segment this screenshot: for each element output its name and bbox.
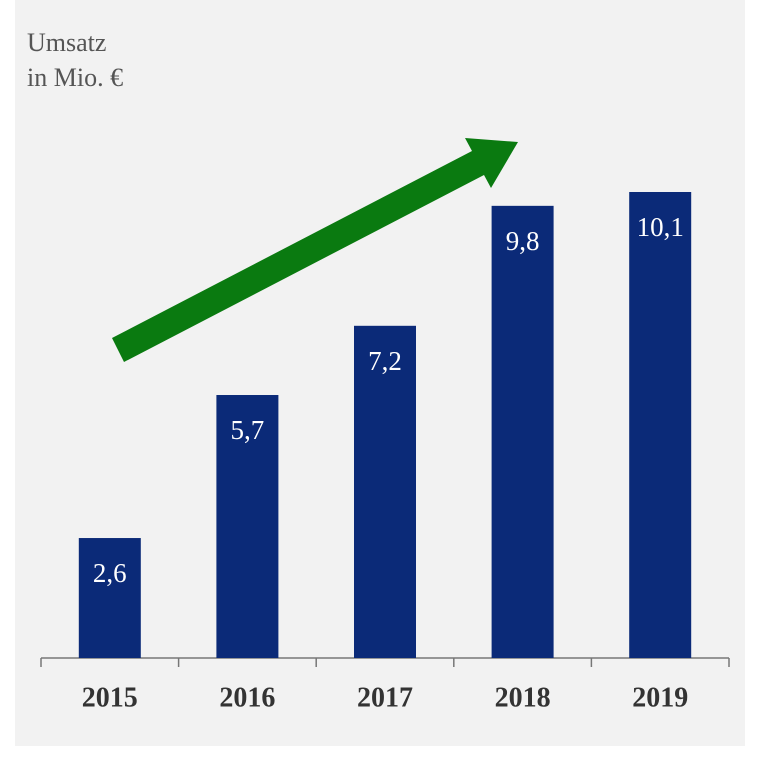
bar (79, 538, 141, 658)
value-label: 7,2 (368, 346, 402, 376)
x-tick-label: 2018 (495, 682, 551, 713)
x-tick-label: 2017 (357, 682, 413, 713)
x-tick-label: 2019 (632, 682, 688, 713)
value-label: 9,8 (506, 226, 540, 256)
value-label: 2,6 (93, 558, 127, 588)
bar (629, 192, 691, 658)
bar (492, 206, 554, 658)
value-label: 10,1 (637, 212, 684, 242)
x-tick-label: 2016 (219, 682, 275, 713)
chart: Umsatz in Mio. € 2,6 5,7 7,2 9,8 10,1 2015 20… (0, 0, 759, 757)
page: Umsatz in Mio. € 2,6 5,7 7,2 9,8 10,1 2015 20… (0, 0, 759, 757)
x-tick-label: 2015 (82, 682, 138, 713)
value-label: 5,7 (231, 415, 265, 445)
chart-title: Umsatz (27, 28, 106, 57)
chart-subtitle: in Mio. € (27, 63, 123, 92)
